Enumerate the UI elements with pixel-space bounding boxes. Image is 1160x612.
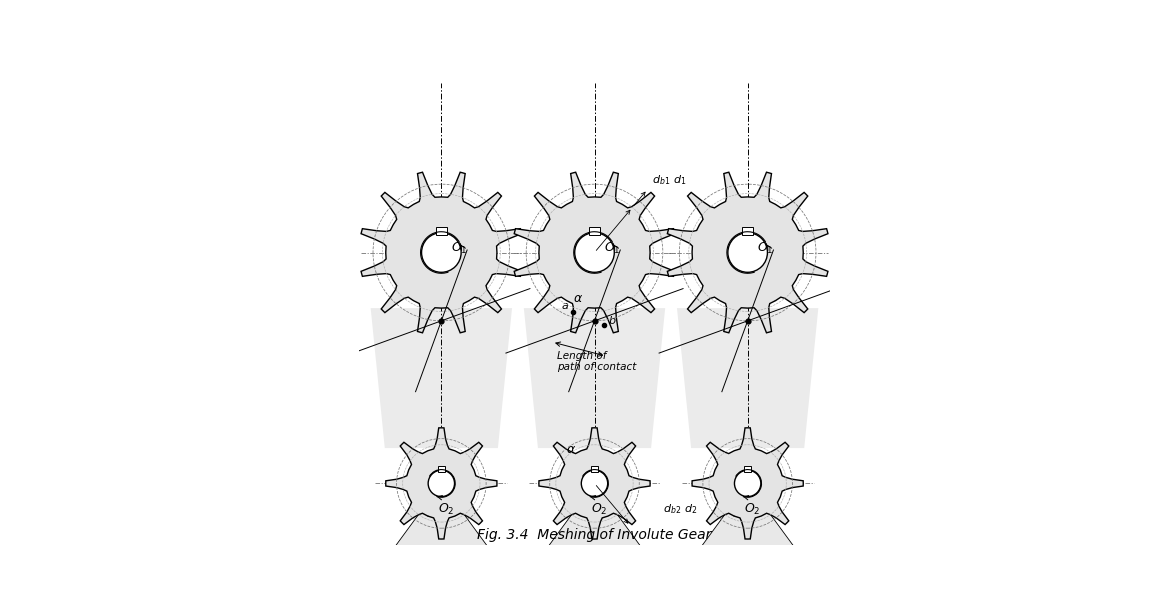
Text: $d_{b2}$: $d_{b2}$	[664, 502, 681, 516]
Polygon shape	[386, 428, 496, 539]
Polygon shape	[744, 466, 752, 472]
Polygon shape	[514, 172, 675, 333]
Text: $O_1$: $O_1$	[604, 241, 621, 256]
Polygon shape	[644, 483, 851, 612]
Text: $\alpha$: $\alpha$	[573, 292, 582, 305]
Text: Length of
path of contact: Length of path of contact	[557, 351, 636, 372]
Text: $O_2$: $O_2$	[745, 502, 761, 517]
Polygon shape	[539, 428, 650, 539]
Circle shape	[428, 470, 455, 496]
Text: $b$: $b$	[608, 314, 616, 326]
Text: $d_2$: $d_2$	[684, 502, 697, 516]
Text: $d_1$: $d_1$	[674, 173, 687, 187]
Polygon shape	[667, 172, 828, 333]
Text: $d_{b1}$: $d_{b1}$	[652, 173, 670, 187]
Text: $\alpha$: $\alpha$	[566, 443, 575, 456]
Polygon shape	[590, 466, 599, 472]
Circle shape	[734, 470, 761, 496]
Text: Fig. 3.4  Meshing of Involute Gear: Fig. 3.4 Meshing of Involute Gear	[477, 528, 712, 542]
Polygon shape	[589, 227, 600, 235]
Polygon shape	[437, 466, 445, 472]
Circle shape	[421, 233, 462, 272]
Polygon shape	[371, 308, 512, 448]
Text: $a$: $a$	[560, 300, 568, 310]
Polygon shape	[742, 227, 753, 235]
Text: $O_1$: $O_1$	[757, 241, 774, 256]
Circle shape	[581, 470, 608, 496]
Polygon shape	[361, 172, 522, 333]
Circle shape	[727, 233, 768, 272]
Circle shape	[574, 233, 615, 272]
Text: $O_1$: $O_1$	[451, 241, 467, 256]
Polygon shape	[524, 308, 665, 448]
Polygon shape	[436, 227, 447, 235]
Text: $O_2$: $O_2$	[590, 502, 608, 517]
Polygon shape	[693, 428, 803, 539]
Polygon shape	[338, 483, 545, 612]
Text: $O_2$: $O_2$	[437, 502, 455, 517]
Polygon shape	[491, 483, 698, 612]
Polygon shape	[677, 308, 818, 448]
